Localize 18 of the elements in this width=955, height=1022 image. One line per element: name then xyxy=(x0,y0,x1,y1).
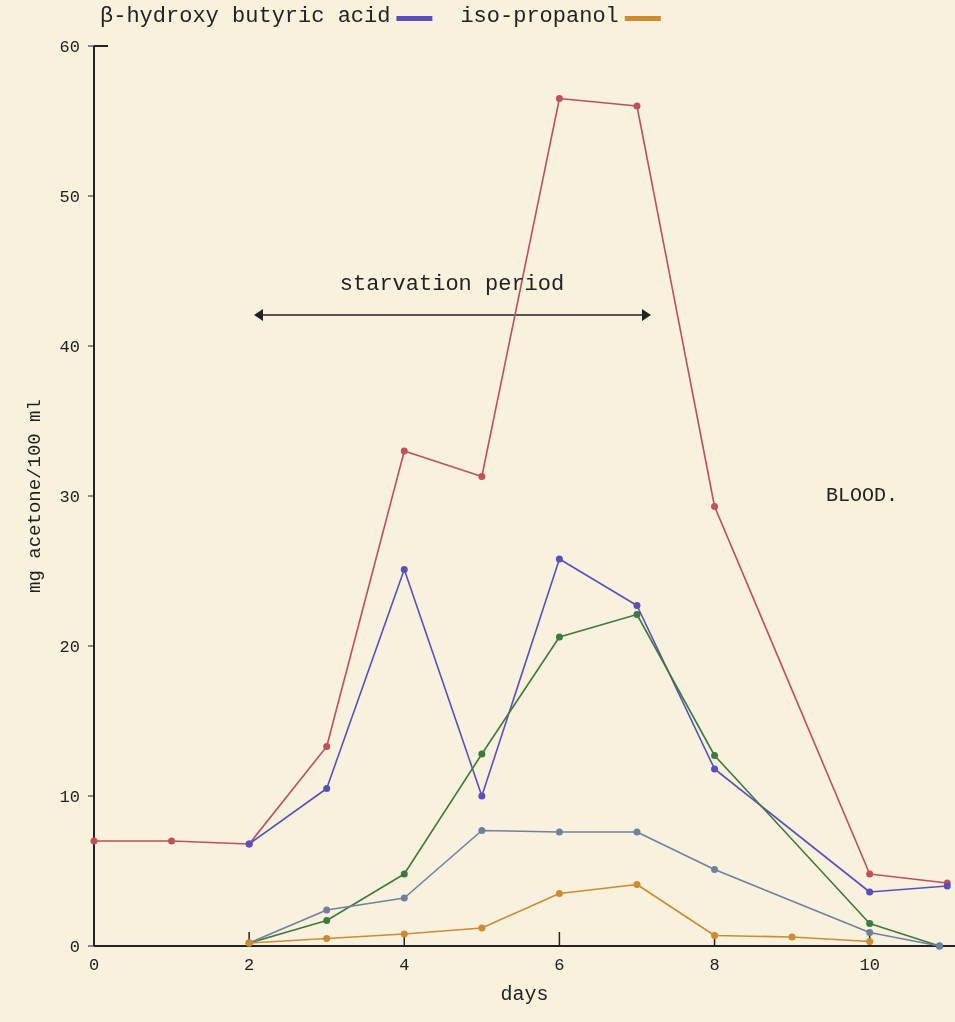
annotation: BLOOD. xyxy=(825,483,898,507)
x-tick-label: 8 xyxy=(709,956,720,975)
x-tick-label: 4 xyxy=(399,956,410,975)
y-tick-label: 40 xyxy=(59,337,80,357)
legend-label: β-hydroxy butyric acid xyxy=(100,4,391,29)
x-tick-label: 0 xyxy=(88,956,100,975)
y-tick-label: 30 xyxy=(59,487,80,507)
x-axis-title: days xyxy=(500,983,549,1006)
x-tick-label: 2 xyxy=(244,956,255,975)
legend-label: iso-propanol xyxy=(460,4,619,29)
x-tick-label: 10 xyxy=(859,956,880,975)
y-tick-label: 20 xyxy=(59,637,80,657)
y-tick-label: 60 xyxy=(59,37,80,57)
y-tick-label: 10 xyxy=(59,787,80,807)
x-tick-label: 6 xyxy=(554,956,565,975)
y-tick-label: 0 xyxy=(69,937,80,957)
y-tick-label: 50 xyxy=(59,187,80,207)
y-axis-title: mg acetone/100 ml xyxy=(24,399,46,593)
